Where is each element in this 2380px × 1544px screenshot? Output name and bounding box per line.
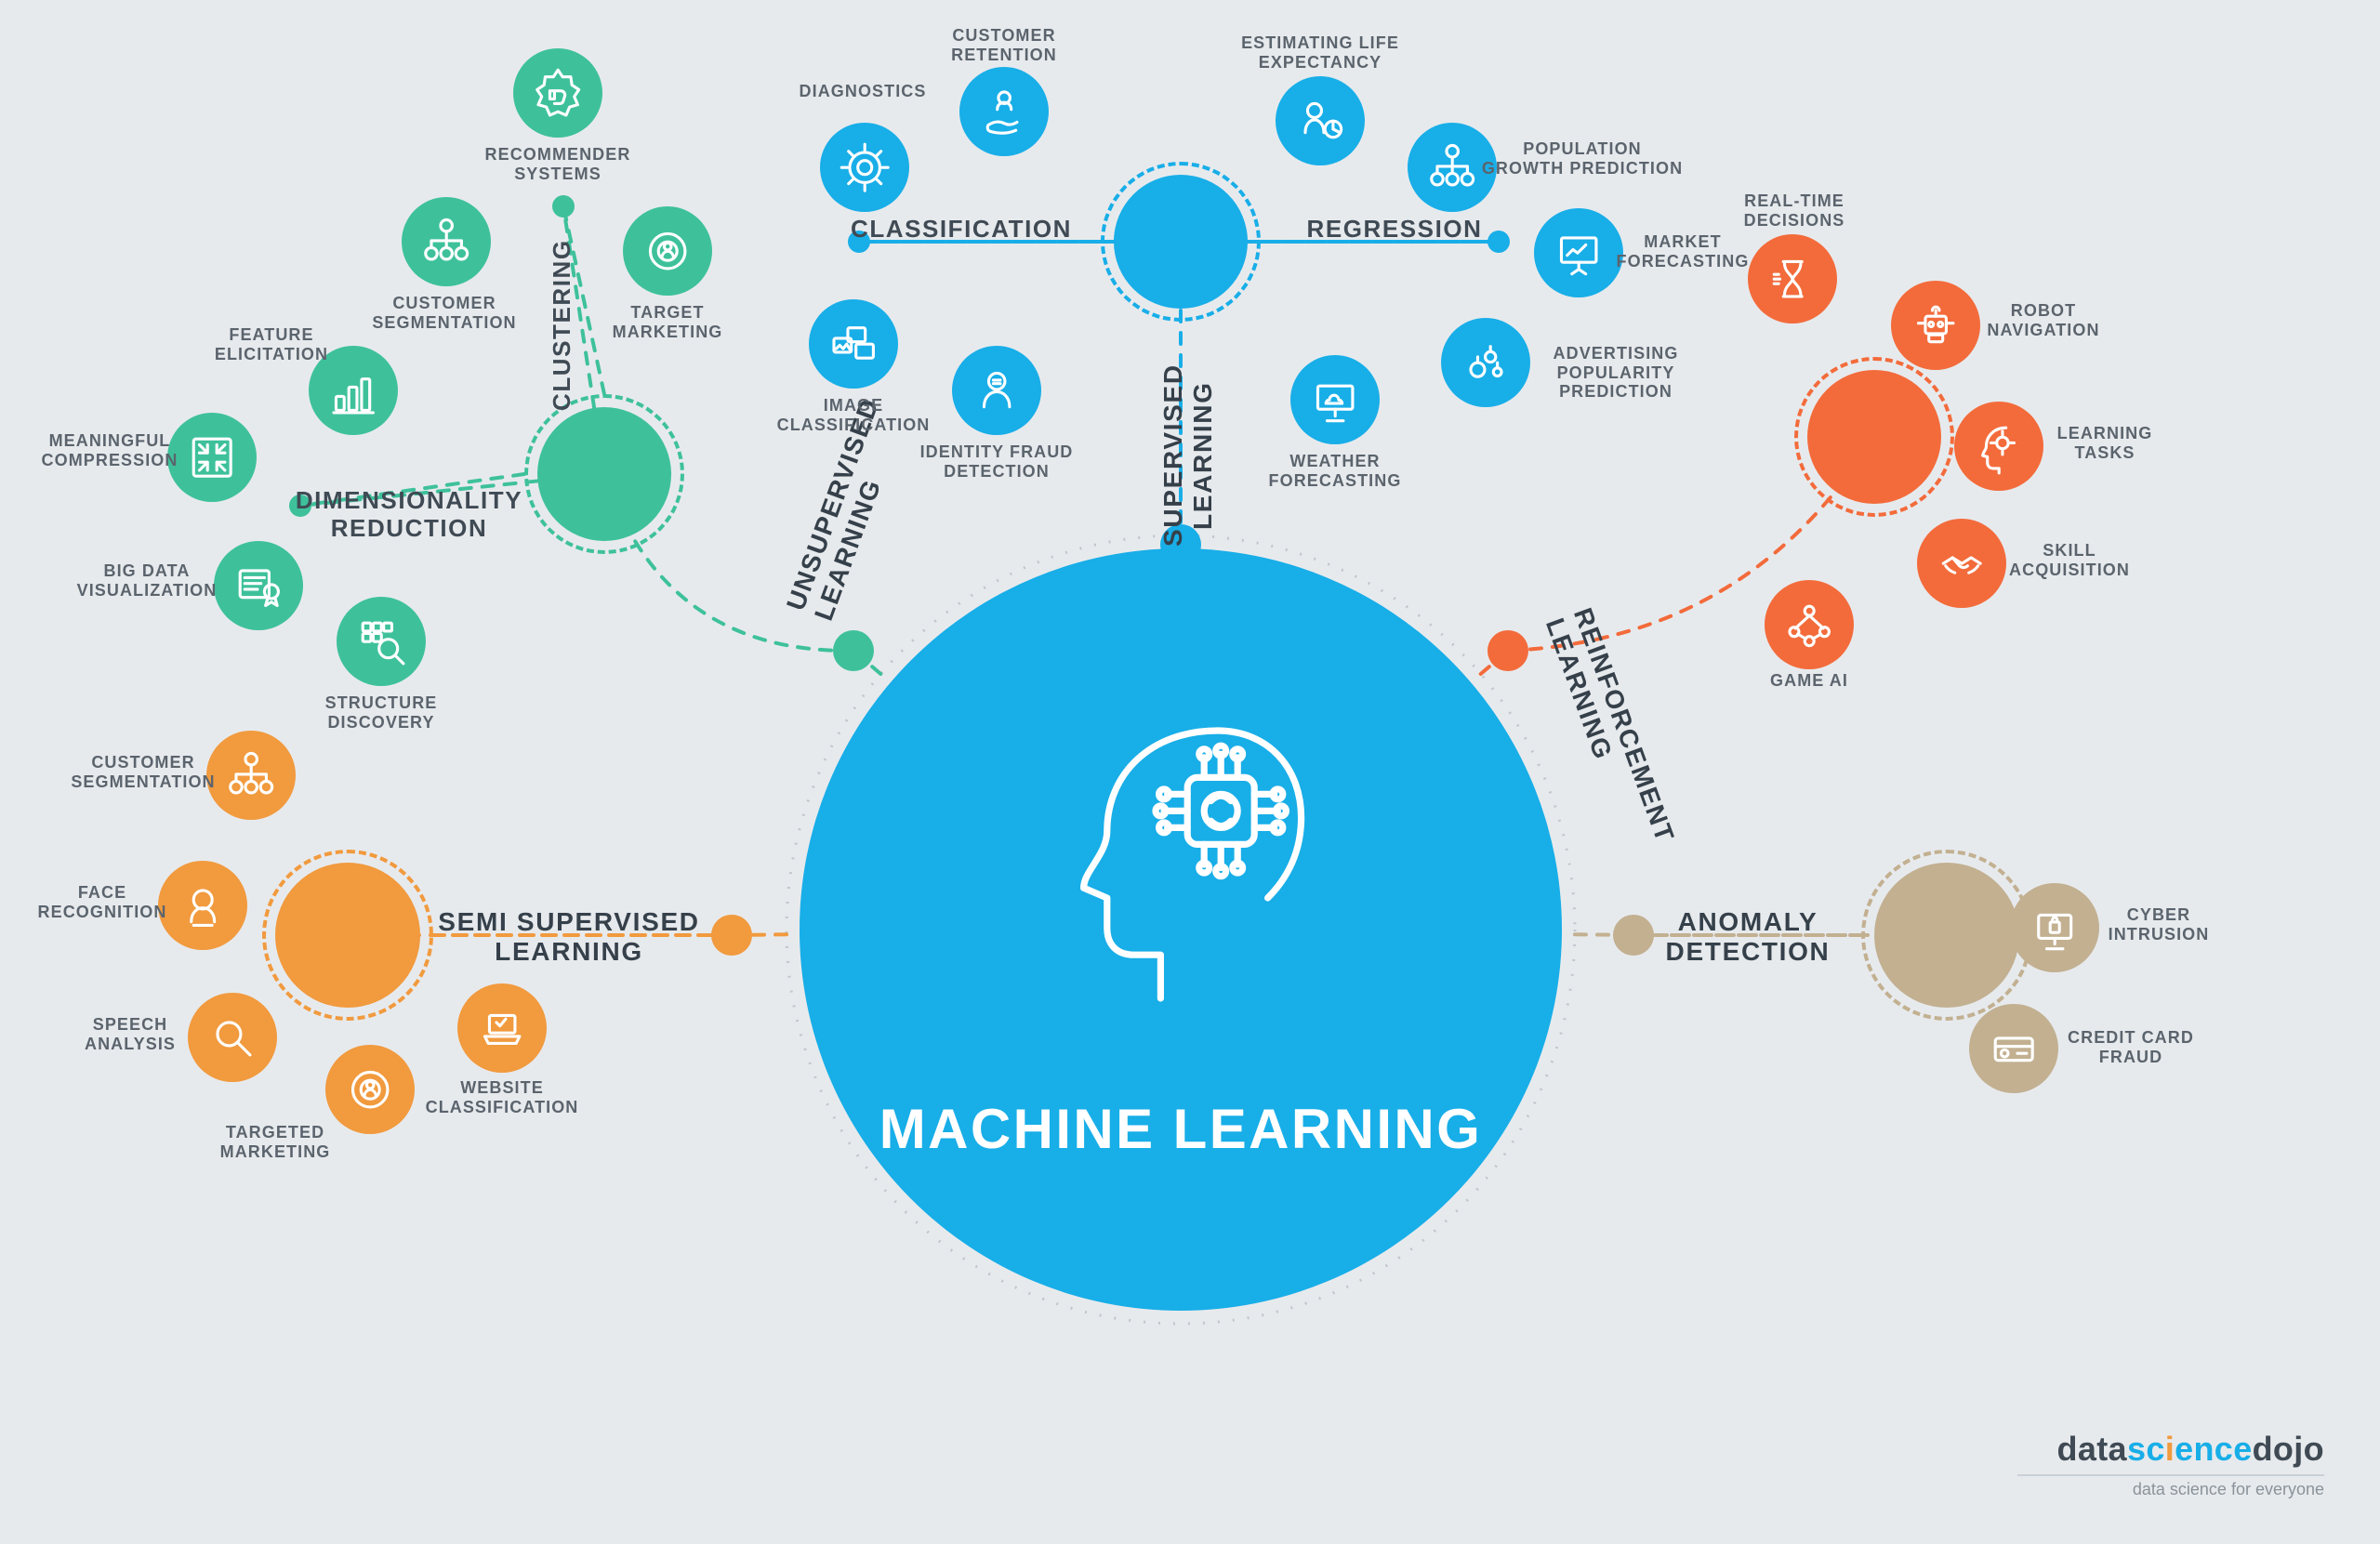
cloud-board-icon [1306, 371, 1364, 429]
person-pie-icon [1291, 92, 1349, 150]
logo-text-sc: sc [2127, 1430, 2165, 1468]
leaf-unsupervised-clustering-1 [402, 197, 491, 286]
leaf-label: POPULATION GROWTH PREDICTION [1480, 139, 1685, 178]
network-icon [1780, 596, 1838, 653]
hand-person-icon [975, 83, 1033, 140]
leaf-reinforcement-rl-4 [1765, 580, 1854, 669]
tree-icon [1423, 139, 1481, 196]
leaf-label: FEATURE ELICITATION [169, 325, 374, 363]
logo-rule [2017, 1474, 2324, 1476]
hub-supervised [1114, 175, 1248, 309]
target-person-icon [341, 1061, 399, 1118]
laptop-icon [473, 999, 531, 1057]
anon-icon [968, 362, 1025, 419]
leaf-label: STRUCTURE DISCOVERY [279, 693, 483, 732]
leaf-label: LEARNING TASKS [2003, 424, 2207, 462]
logo-text-ence: ence [2175, 1430, 2253, 1468]
connector-dot-unsupervised [833, 630, 874, 671]
logo-text-i: i [2165, 1430, 2175, 1468]
leaf-label: TARGET MARKETING [565, 303, 770, 341]
leaf-unsupervised-clustering-2 [623, 206, 712, 296]
leaf-reinforcement-rl-0 [1748, 234, 1837, 323]
branch-label-reinforcement: REINFORCEMENT LEARNING [1540, 604, 1680, 857]
leaf-label: SPEECH ANALYSIS [28, 1015, 232, 1053]
tree-icon [417, 213, 475, 271]
section-label-dimred: DIMENSIONALITY REDUCTION [270, 487, 549, 543]
leaf-label: DIAGNOSTICS [760, 82, 965, 101]
leaf-semisupervised-ssl-4 [457, 983, 547, 1073]
target-person-icon [639, 222, 696, 280]
thumb-icon [529, 64, 587, 122]
leaf-label: ROBOT NAVIGATION [1941, 301, 2146, 339]
hourglass-icon [1764, 250, 1821, 308]
leaf-supervised-classification-1 [820, 123, 909, 212]
hub-semisupervised [275, 863, 420, 1008]
leaf-supervised-classification-3 [952, 346, 1041, 435]
leaf-label: GAME AI [1707, 671, 1911, 691]
central-title: MACHINE LEARNING [846, 1097, 1515, 1161]
leaf-label: TARGETED MARKETING [173, 1123, 377, 1161]
connector-dot-reinforcement [1488, 630, 1528, 671]
leaf-label: IMAGE CLASSIFICATION [751, 396, 956, 434]
leaf-label: CUSTOMER SEGMENTATION [41, 753, 245, 791]
stage: MACHINE LEARNINGUNSUPERVISED LEARNINGCLU… [0, 0, 2380, 1544]
logo-tagline: data science for everyone [2017, 1480, 2324, 1499]
leaf-supervised-regression-4 [1290, 355, 1380, 444]
leaf-supervised-classification-2 [809, 299, 898, 389]
gear-icon [836, 139, 893, 196]
leaf-label: CUSTOMER RETENTION [902, 26, 1106, 64]
section-label-classification: CLASSIFICATION [822, 216, 1101, 244]
leaf-label: SKILL ACQUISITION [1967, 541, 2172, 579]
leaf-label: MEANINGFUL COMPRESSION [7, 431, 212, 469]
leaf-supervised-classification-0 [959, 67, 1049, 156]
leaf-label: REAL-TIME DECISIONS [1692, 191, 1897, 230]
logo-brand: datasciencedojo [2017, 1430, 2324, 1469]
bars-icon [324, 362, 382, 419]
magnify-grid-icon [352, 613, 410, 670]
logo: datasciencedojo data science for everyon… [2017, 1430, 2324, 1499]
central-node [800, 548, 1562, 1311]
logo-text-dojo: dojo [2253, 1430, 2324, 1468]
leaf-label: FACE RECOGNITION [0, 883, 205, 921]
leaf-supervised-regression-0 [1276, 76, 1365, 165]
leaf-label: CREDIT CARD FRAUD [2029, 1028, 2233, 1066]
logo-text-data: data [2056, 1430, 2126, 1468]
bubbles-icon [1457, 334, 1514, 391]
leaf-label: ESTIMATING LIFE EXPECTANCY [1218, 33, 1422, 72]
section-label-regression: REGRESSION [1255, 216, 1534, 244]
branch-label-supervised: SUPERVISED LEARNING [1158, 316, 1218, 595]
leaf-label: BIG DATA VISUALIZATION [45, 561, 249, 600]
hub-reinforcement [1807, 370, 1941, 504]
leaf-label: ADVERTISING POPULARITY PREDICTION [1514, 344, 1718, 402]
branch-label-anomaly: ANOMALY DETECTION [1599, 907, 1897, 967]
leaf-label: WEBSITE CLASSIFICATION [400, 1078, 604, 1116]
leaf-label: IDENTITY FRAUD DETECTION [894, 442, 1099, 481]
leaf-label: WEATHER FORECASTING [1233, 452, 1437, 490]
leaf-unsupervised-dimred-3 [337, 597, 426, 686]
images-icon [825, 315, 882, 373]
branch-label-semisupervised: SEMI SUPERVISED LEARNING [420, 907, 718, 967]
leaf-label: CYBER INTRUSION [2056, 905, 2261, 944]
leaf-label: RECOMMENDER SYSTEMS [456, 145, 660, 183]
leaf-unsupervised-clustering-0 [513, 48, 602, 138]
